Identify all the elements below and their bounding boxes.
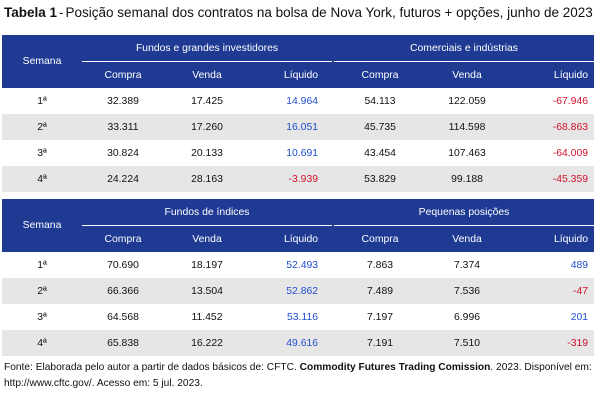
liquido-cell: 10.691 (286, 147, 319, 159)
venda-cell: 114.598 (448, 121, 486, 133)
venda-cell: 16.222 (191, 337, 223, 349)
liquido-cell: 53.116 (287, 311, 319, 323)
group-header-left: Fundos de índices (82, 199, 333, 226)
liquido-cell: -64.009 (552, 147, 589, 159)
compra-cell: 70.690 (107, 259, 139, 271)
table-row: 2ª 33.311 17.260 16.051 45.735 114.598 -68.863 (2, 114, 595, 140)
compra-cell: 7.489 (367, 285, 394, 297)
source-note: Fonte: Elaborada pelo autor a partir de … (4, 360, 602, 392)
venda-cell: 20.133 (191, 147, 223, 159)
venda-cell: 7.536 (454, 285, 481, 297)
liquido-cell: 14.964 (286, 95, 319, 107)
compra-cell: 64.568 (107, 311, 139, 323)
table-label: Tabela 1 (4, 5, 58, 20)
liquido-cell: -319 (567, 337, 589, 349)
col-compra: Compra (361, 233, 399, 245)
week-cell: 1ª (37, 95, 47, 107)
section-table-1: Semana Fundos e grandes investidores Comer… (2, 35, 595, 192)
liquido-cell: 52.862 (286, 285, 319, 297)
compra-cell: 33.311 (107, 121, 139, 133)
week-cell: 4ª (37, 337, 47, 349)
venda-cell: 18.197 (191, 259, 223, 271)
venda-cell: 99.188 (451, 173, 483, 185)
liquido-cell: -45.359 (552, 173, 589, 185)
week-cell: 2ª (37, 121, 47, 133)
liquido-cell: 201 (570, 311, 589, 323)
col-venda: Venda (452, 69, 482, 81)
week-cell: 4ª (37, 173, 47, 185)
col-liquido: Líquido (553, 69, 589, 81)
week-cell: 2ª (37, 285, 47, 297)
venda-cell: 28.163 (191, 173, 223, 185)
group-header-left: Fundos e grandes investidores (82, 35, 333, 62)
header-group-row: Semana Fundos e grandes investidores Comer… (2, 35, 595, 67)
compra-cell: 54.113 (364, 95, 396, 107)
liquido-cell: -3.939 (288, 173, 319, 185)
venda-cell: 122.059 (448, 95, 486, 107)
venda-cell: 13.504 (191, 285, 223, 297)
table-row: 4ª 24.224 28.163 -3.939 53.829 99.188 -45.359 (2, 166, 595, 192)
venda-cell: 17.425 (191, 95, 223, 107)
compra-cell: 32.389 (107, 95, 139, 107)
week-cell: 3ª (37, 311, 47, 323)
title-separator: - (59, 5, 64, 20)
table-row: 3ª 64.568 11.452 53.116 7.197 6.996 201 (2, 304, 594, 330)
col-liquido: Líquido (283, 233, 319, 245)
liquido-cell: -67.946 (552, 95, 589, 107)
liquido-cell: -47 (573, 285, 589, 297)
col-liquido: Líquido (553, 233, 589, 245)
venda-cell: 107.463 (448, 147, 486, 159)
compra-cell: 7.197 (367, 311, 394, 323)
table-row: 2ª 66.366 13.504 52.862 7.489 7.536 -47 (2, 278, 595, 304)
row-header-semana: Semana (22, 220, 62, 231)
source-prefix: Fonte: Elaborada pelo autor a partir de … (4, 362, 297, 373)
col-compra: Compra (104, 233, 142, 245)
compra-cell: 7.863 (367, 259, 394, 271)
table-row: 1ª 70.690 18.197 52.493 7.863 7.374 489 (2, 252, 594, 278)
row-header-semana: Semana (22, 56, 62, 67)
table-row: 4ª 65.838 16.222 49.616 7.191 7.510 -319 (2, 330, 595, 356)
col-compra: Compra (104, 69, 142, 81)
venda-cell: 7.374 (454, 259, 481, 271)
liquido-cell: 16.051 (286, 121, 319, 133)
col-venda: Venda (192, 69, 222, 81)
venda-cell: 7.510 (454, 337, 481, 349)
group-header-right: Pequenas posições (334, 199, 595, 226)
section-table-2: Semana Fundos de índices Pequenas posições… (2, 199, 595, 356)
venda-cell: 17.260 (191, 121, 223, 133)
liquido-cell: -68.863 (552, 121, 589, 133)
liquido-cell: 49.616 (286, 337, 319, 349)
venda-cell: 11.452 (191, 311, 223, 323)
compra-cell: 66.366 (107, 285, 139, 297)
compra-cell: 65.838 (107, 337, 139, 349)
col-venda: Venda (452, 233, 482, 245)
compra-cell: 30.824 (107, 147, 139, 159)
source-suffix: . 2023. Disponível em: http://www.cftc.g… (4, 362, 592, 389)
week-cell: 1ª (37, 259, 47, 271)
col-compra: Compra (361, 69, 399, 81)
venda-cell: 6.996 (454, 311, 481, 323)
header-group-row: Semana Fundos de índices Pequenas posições (2, 199, 595, 231)
compra-cell: 7.191 (367, 337, 394, 349)
table-row: 3ª 30.824 20.133 10.691 43.454 107.463 -64.009 (2, 140, 594, 166)
col-liquido: Líquido (283, 69, 319, 81)
liquido-cell: 489 (570, 259, 589, 271)
compra-cell: 45.735 (364, 121, 396, 133)
source-bold: Commodity Futures Trading Comission (299, 362, 491, 373)
header-sub-row: Compra Venda Líquido Compra Venda Líquido (2, 225, 595, 252)
compra-cell: 43.454 (364, 147, 396, 159)
table-title: Tabela 1- Posição semanal dos contratos n… (4, 5, 602, 21)
liquido-cell: 52.493 (286, 259, 319, 271)
compra-cell: 53.829 (364, 173, 396, 185)
group-header-right: Comerciais e indústrias (334, 35, 595, 62)
table-caption: Posição semanal dos contratos na bolsa d… (65, 5, 593, 20)
header-sub-row: Compra Venda Líquido Compra Venda Líquido (2, 61, 595, 88)
col-venda: Venda (192, 233, 222, 245)
table-row: 1ª 32.389 17.425 14.964 54.113 122.059 -67.946 (2, 88, 594, 114)
compra-cell: 24.224 (107, 173, 139, 185)
week-cell: 3ª (37, 147, 47, 159)
